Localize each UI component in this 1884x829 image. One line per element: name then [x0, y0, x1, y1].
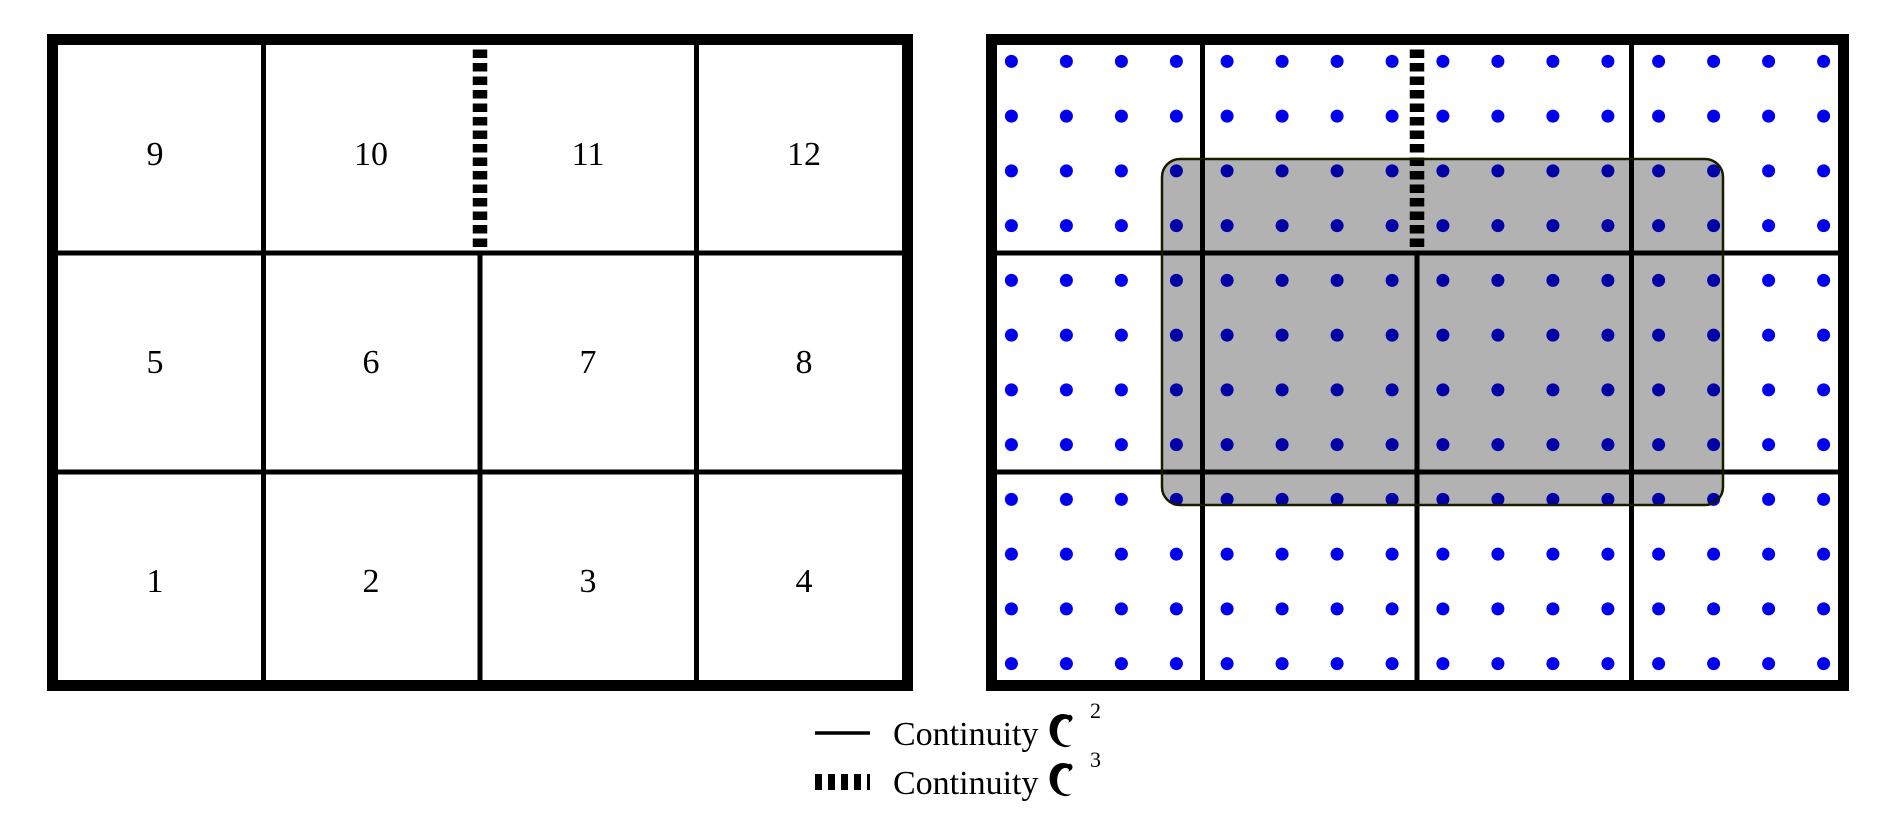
svg-text:4: 4	[796, 563, 813, 600]
svg-text:6: 6	[363, 344, 380, 381]
svg-text:1: 1	[147, 563, 164, 600]
svg-text:3: 3	[580, 563, 597, 600]
svg-text:11: 11	[572, 136, 605, 173]
svg-text:10: 10	[354, 136, 388, 173]
svg-text:2: 2	[1090, 698, 1101, 723]
svg-text:5: 5	[147, 344, 164, 381]
svg-text:2: 2	[363, 563, 380, 600]
svg-text:8: 8	[796, 344, 813, 381]
svg-text:3: 3	[1090, 747, 1101, 772]
svg-text:12: 12	[787, 136, 821, 173]
svg-text:7: 7	[580, 344, 597, 381]
svg-text:Continuity: Continuity	[893, 765, 1038, 802]
svg-text:9: 9	[147, 136, 164, 173]
svg-text:Continuity: Continuity	[893, 716, 1038, 753]
